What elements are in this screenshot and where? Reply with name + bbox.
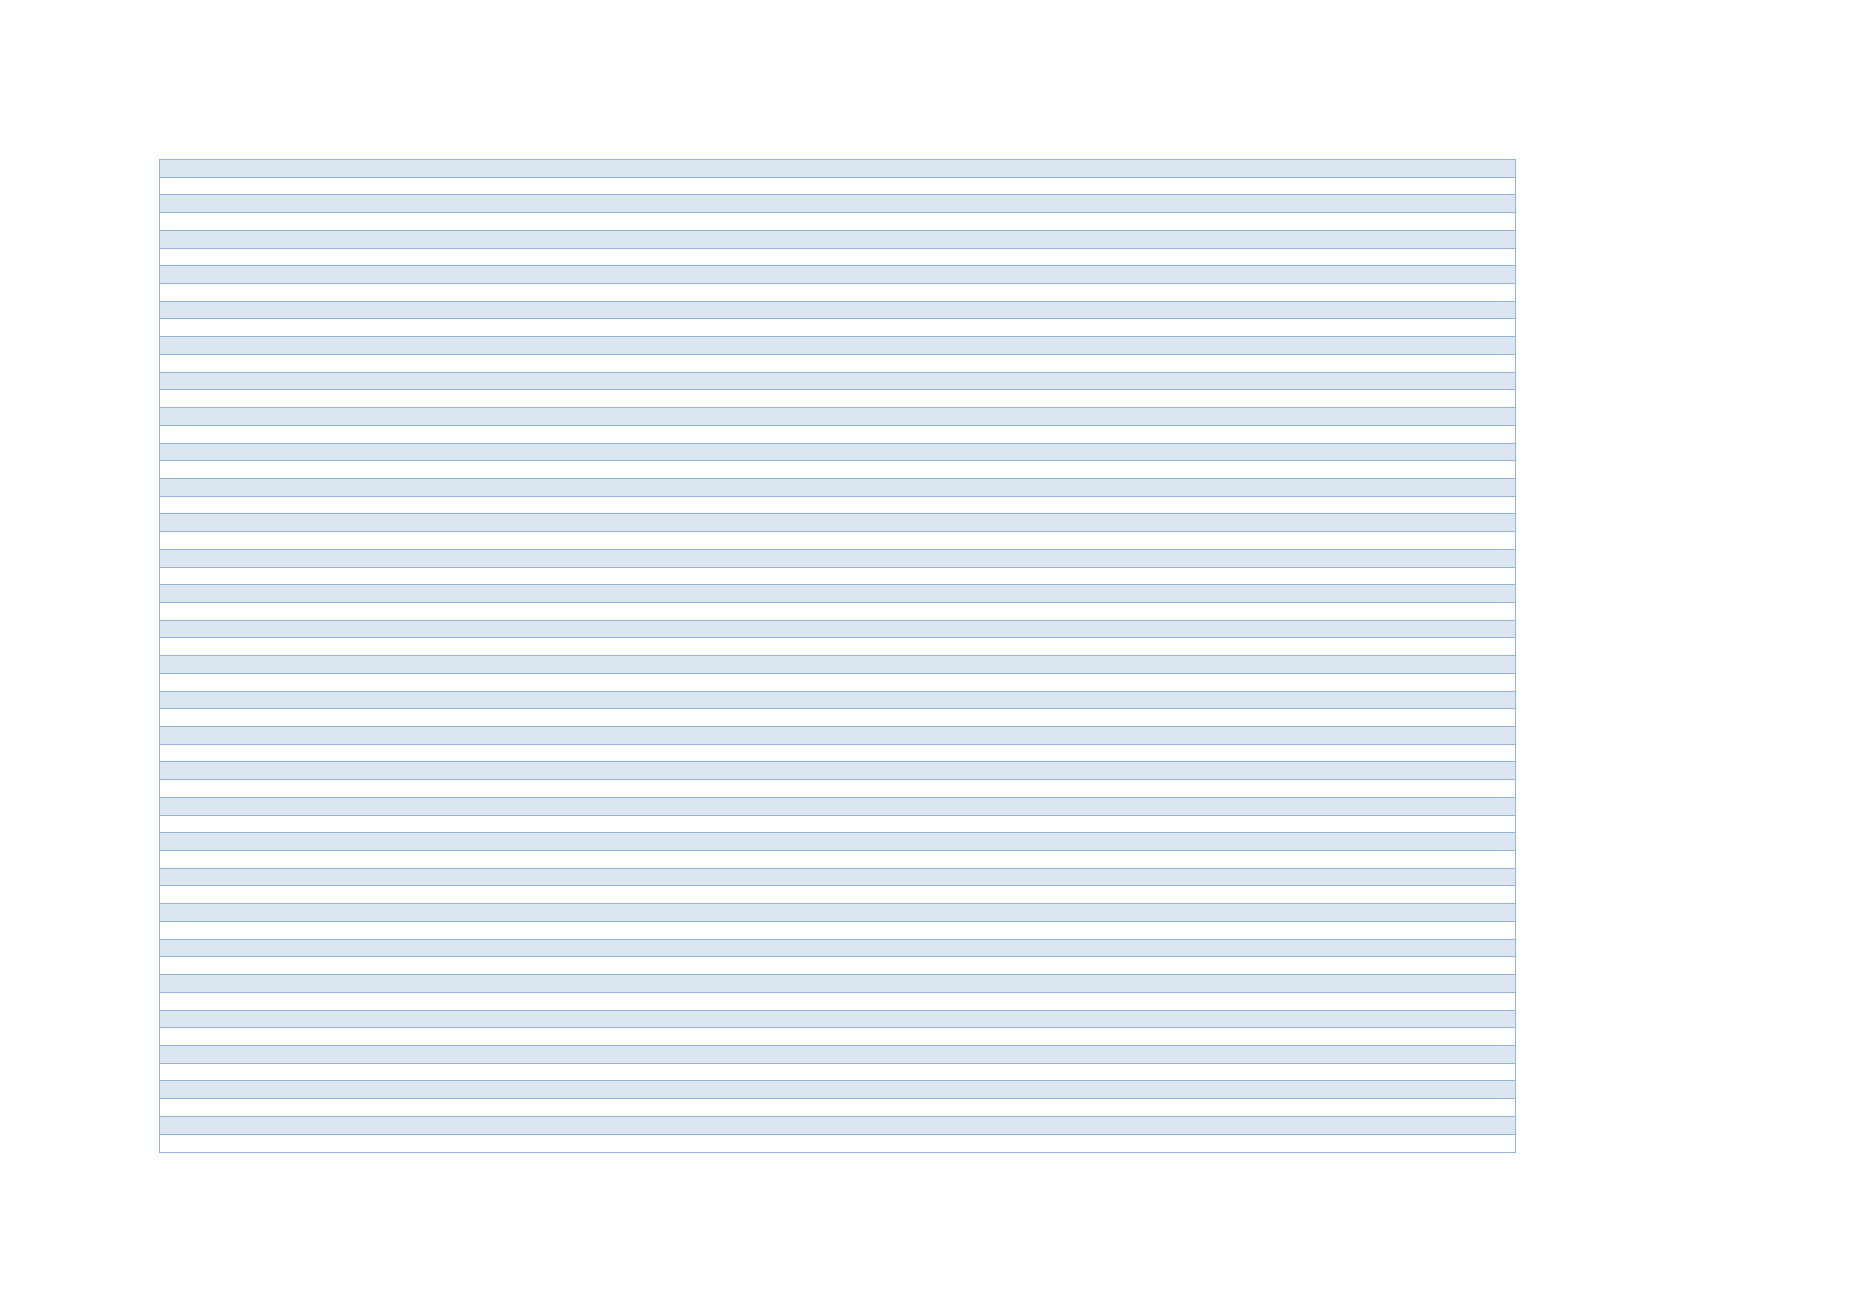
table-row bbox=[160, 354, 1515, 373]
table-row bbox=[160, 390, 1515, 409]
table-row bbox=[160, 248, 1515, 267]
table-row bbox=[160, 408, 1515, 426]
table-row bbox=[160, 160, 1515, 178]
table-row bbox=[160, 1081, 1515, 1100]
table-row bbox=[160, 921, 1515, 940]
table-row bbox=[160, 567, 1515, 586]
banded-table bbox=[159, 159, 1516, 1154]
table-row bbox=[160, 833, 1515, 852]
table-row bbox=[160, 957, 1515, 976]
table-row bbox=[160, 709, 1515, 727]
table-row bbox=[160, 904, 1515, 922]
table-row bbox=[160, 514, 1515, 533]
table-row bbox=[160, 939, 1515, 958]
table-row bbox=[160, 496, 1515, 515]
table-row bbox=[160, 177, 1515, 196]
table-row bbox=[160, 266, 1515, 285]
table-row bbox=[160, 1063, 1515, 1082]
table-row bbox=[160, 797, 1515, 816]
table-row bbox=[160, 727, 1515, 745]
table-row bbox=[160, 975, 1515, 993]
table-row bbox=[160, 372, 1515, 391]
table-row bbox=[160, 638, 1515, 657]
table-row bbox=[160, 195, 1515, 214]
table-row bbox=[160, 602, 1515, 621]
table-row bbox=[160, 673, 1515, 692]
table-row bbox=[160, 620, 1515, 639]
table-row bbox=[160, 284, 1515, 302]
table-row bbox=[160, 532, 1515, 550]
table-row bbox=[160, 549, 1515, 568]
table-row bbox=[160, 656, 1515, 674]
table-row bbox=[160, 992, 1515, 1011]
table-row bbox=[160, 762, 1515, 781]
table-row bbox=[160, 1010, 1515, 1029]
table-row bbox=[160, 478, 1515, 497]
table-row bbox=[160, 1028, 1515, 1046]
table-row bbox=[160, 851, 1515, 869]
table-row bbox=[160, 337, 1515, 355]
table-row bbox=[160, 815, 1515, 834]
table-row bbox=[160, 301, 1515, 320]
table-row bbox=[160, 230, 1515, 249]
table-row bbox=[160, 461, 1515, 479]
table-row bbox=[160, 744, 1515, 763]
table-row bbox=[160, 1134, 1515, 1153]
table-row bbox=[160, 1099, 1515, 1117]
table-row bbox=[160, 319, 1515, 338]
table-row bbox=[160, 780, 1515, 798]
table-row bbox=[160, 1045, 1515, 1064]
table-row bbox=[160, 691, 1515, 710]
table-row bbox=[160, 868, 1515, 887]
table-row bbox=[160, 1116, 1515, 1135]
table-row bbox=[160, 585, 1515, 603]
table-row bbox=[160, 425, 1515, 444]
table-row bbox=[160, 443, 1515, 462]
table-row bbox=[160, 213, 1515, 231]
table-row bbox=[160, 886, 1515, 905]
